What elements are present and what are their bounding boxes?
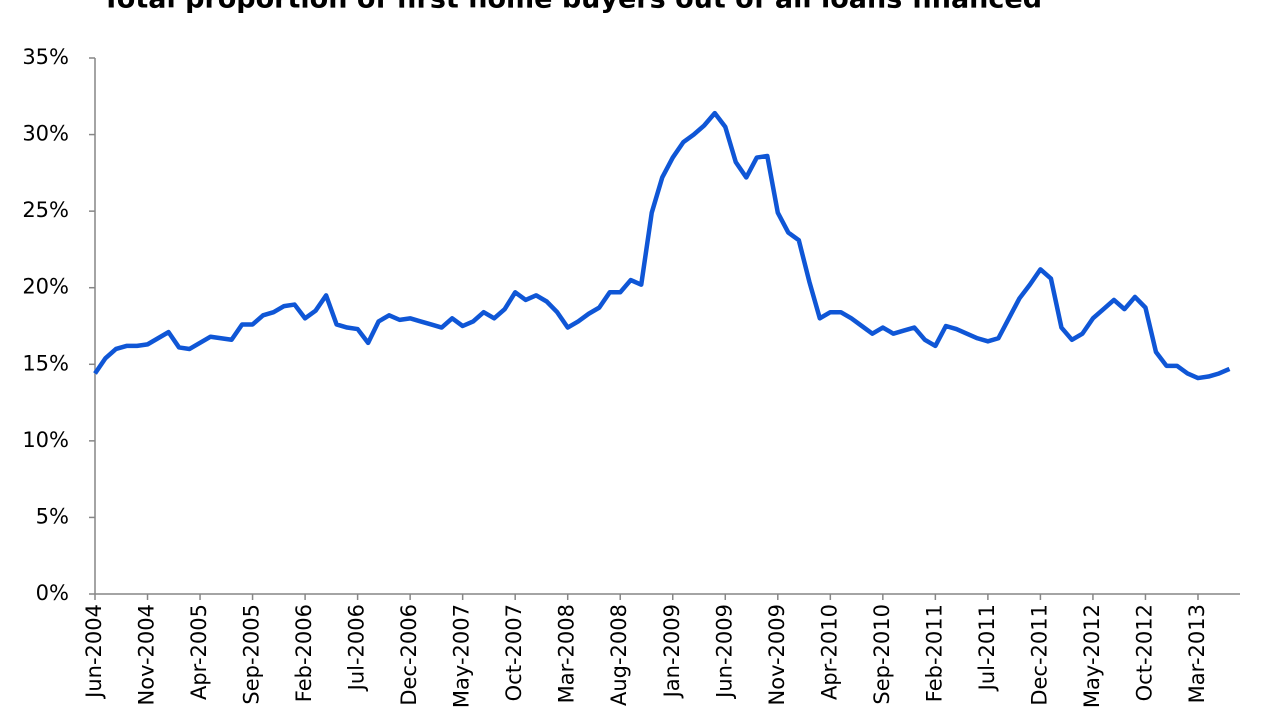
x-tick-label: May-2007 (450, 604, 474, 708)
y-tick-label: 0% (36, 581, 69, 605)
x-tick-label: Nov-2009 (765, 604, 789, 705)
x-tick-label: Sep-2005 (240, 604, 264, 705)
x-tick-label: Mar-2013 (1185, 604, 1209, 703)
x-tick-label: Dec-2006 (397, 604, 421, 706)
y-tick-label: 20% (22, 275, 69, 299)
x-tick-label: Oct-2007 (502, 604, 526, 701)
y-tick-label: 10% (22, 428, 69, 452)
x-tick-label: Aug-2008 (607, 604, 631, 706)
x-tick-label: Dec-2011 (1027, 604, 1051, 706)
x-tick-label: Jan-2009 (660, 604, 684, 699)
x-tick-label: Apr-2005 (187, 604, 211, 700)
x-tick-label: Jul-2006 (345, 604, 369, 692)
x-tick-label: Sep-2010 (870, 604, 894, 705)
x-tick-label: Mar-2008 (555, 604, 579, 703)
x-tick-label: Feb-2006 (292, 604, 316, 702)
y-tick-label: 5% (36, 504, 69, 528)
x-tick-label: Jun-2004 (82, 604, 106, 700)
y-tick-label: 30% (22, 122, 69, 146)
y-tick-label: 15% (22, 351, 69, 375)
x-tick-label: Jul-2011 (975, 604, 999, 692)
x-tick-label: Nov-2004 (135, 604, 159, 705)
y-tick-label: 35% (22, 45, 69, 69)
x-tick-label: Jun-2009 (712, 604, 736, 700)
x-tick-label: May-2012 (1080, 604, 1104, 708)
x-tick-label: Oct-2012 (1132, 604, 1156, 701)
x-tick-label: Feb-2011 (922, 604, 946, 702)
x-tick-label: Apr-2010 (817, 604, 841, 700)
line-series (93, 110, 1231, 381)
y-tick-label: 25% (22, 198, 69, 222)
chart-title: Total proportion of first home buyers ou… (102, 0, 1042, 15)
